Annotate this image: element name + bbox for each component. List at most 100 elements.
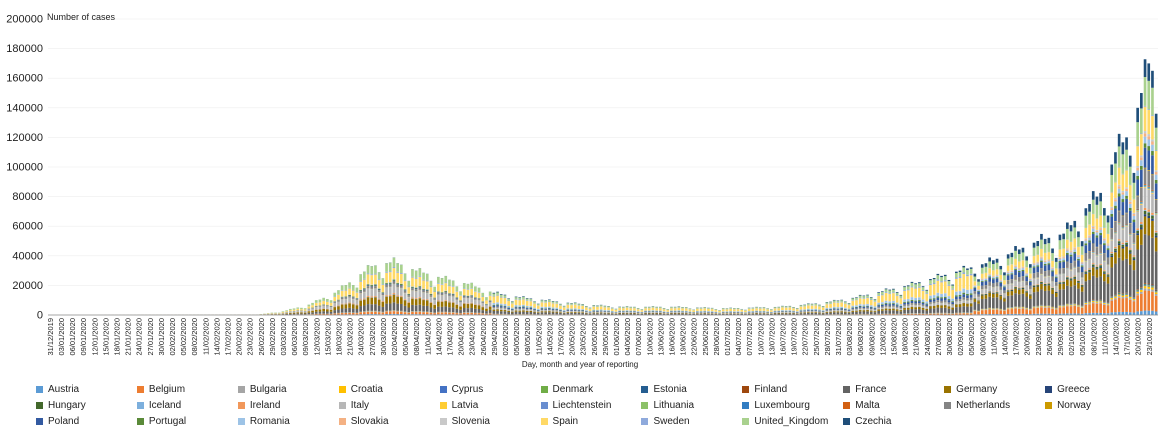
bar-segment-france [555,312,559,315]
bar-segment-portugal [348,294,351,296]
bar-segment-romania [577,308,581,310]
bar-segment-netherlands [470,296,473,298]
bar-segment-france [477,309,481,313]
bar-segment-germany [581,312,584,314]
bar-segment-romania [536,308,540,310]
bar-segment-united_kingdom [496,292,499,295]
bar-segment-spain [503,298,507,304]
bar-segment-belgium [381,312,385,315]
bar-segment-spain [614,309,618,312]
bar-segment-spain [548,302,551,307]
bar-segment-portugal [455,297,459,298]
bar-segment-spain [477,292,481,298]
bar-segment-portugal [492,304,496,306]
bar-segment-italy [385,287,388,296]
bar-segment-italy [281,313,285,314]
bar-segment-netherlands [359,291,362,293]
bar-segment-romania [603,310,607,311]
bar-segment-france [348,307,351,313]
bar-segment-germany [340,304,344,309]
bar-segment-sweden [462,288,466,289]
bar-segment-united_kingdom [370,266,374,275]
bar-segment-france [396,303,399,311]
bar-stack [318,299,322,315]
bar-segment-united_kingdom [388,262,392,272]
bar-segment-poland [540,308,544,310]
bar-segment-germany [400,297,403,304]
bar-segment-poland [377,289,381,291]
bar-segment-spain [525,300,529,306]
bar-segment-netherlands [503,307,507,309]
bar-stack [425,273,429,315]
stacked-bar-chart: 0 20000 40000 60000 80000 100000 120000 140000 1… [6,14,1158,356]
bar-segment-portugal [370,284,374,286]
bar-segment-sweden [363,278,366,280]
bar-segment-germany [440,301,444,307]
bar-segment-italy [514,309,518,311]
bar-segment-netherlands [392,281,396,284]
bar-segment-france [374,304,377,311]
bar-segment-spain [333,296,337,302]
bar-segment-sweden [385,271,388,273]
bar-segment-belgium [440,312,444,315]
bar-stack [570,303,573,315]
bar-segment-united_kingdom [618,306,621,308]
bar-segment-netherlands [318,306,322,307]
bar-stack [385,263,388,315]
bar-segment-poland [363,289,366,290]
bar-segment-united_kingdom [300,307,303,309]
bar-segment-belgium [422,312,425,315]
bar-segment-netherlands [403,290,407,293]
bar-segment-czechia [503,294,507,296]
bar-segment-portugal [396,283,399,285]
bar-segment-sweden [414,277,418,279]
bar-segment-portugal [525,307,529,308]
bar-segment-netherlands [492,307,496,308]
bar-segment-romania [573,308,577,310]
bar-segment-romania [610,310,614,312]
bar-segment-romania [614,311,618,313]
bar-segment-italy [459,302,462,306]
bar-segment-united_kingdom [466,284,470,290]
bar-segment-italy [555,310,559,312]
bar-segment-sweden [340,290,344,291]
bar-segment-belgium [429,312,433,315]
bar-segment-netherlands [451,295,455,297]
bar-segment-germany [548,311,551,313]
bar-segment-italy [525,309,529,311]
bar-segment-sweden [451,286,455,287]
bar-segment-germany [403,300,407,306]
bar-segment-italy [573,311,577,312]
bar-segment-portugal [474,297,477,298]
bar-segment-poland [448,293,451,295]
bar-segment-poland [370,285,374,287]
bar-segment-belgium [477,313,481,315]
bar-segment-spain [455,291,459,298]
bar-segment-czechia [492,292,496,294]
bar-segment-netherlands [485,304,488,306]
bar-segment-italy [548,310,551,312]
bar-stack [562,305,566,315]
bar-segment-united_kingdom [303,308,307,310]
bar-segment-united_kingdom [551,301,555,303]
bar-stack [551,301,555,315]
bar-stack [377,272,381,315]
bar-segment-france [437,306,440,312]
bar-segment-germany [292,312,296,314]
bar-segment-france [570,312,573,315]
bar-segment-germany [474,304,477,309]
bar-segment-france [318,311,322,314]
bar-segment-sweden [348,287,351,289]
bar-segment-united_kingdom [511,301,514,304]
bar-segment-italy [455,300,459,305]
bar-segment-poland [592,310,596,312]
bar-segment-portugal [355,298,359,299]
bar-segment-ireland [444,300,448,301]
bar-segment-netherlands [355,299,359,301]
bar-segment-italy [533,310,536,312]
bar-segment-spain [488,295,492,301]
bar-segment-portugal [359,289,362,291]
bar-stack [403,273,407,315]
bar-segment-spain [622,308,625,311]
bar-segment-portugal [418,286,422,288]
